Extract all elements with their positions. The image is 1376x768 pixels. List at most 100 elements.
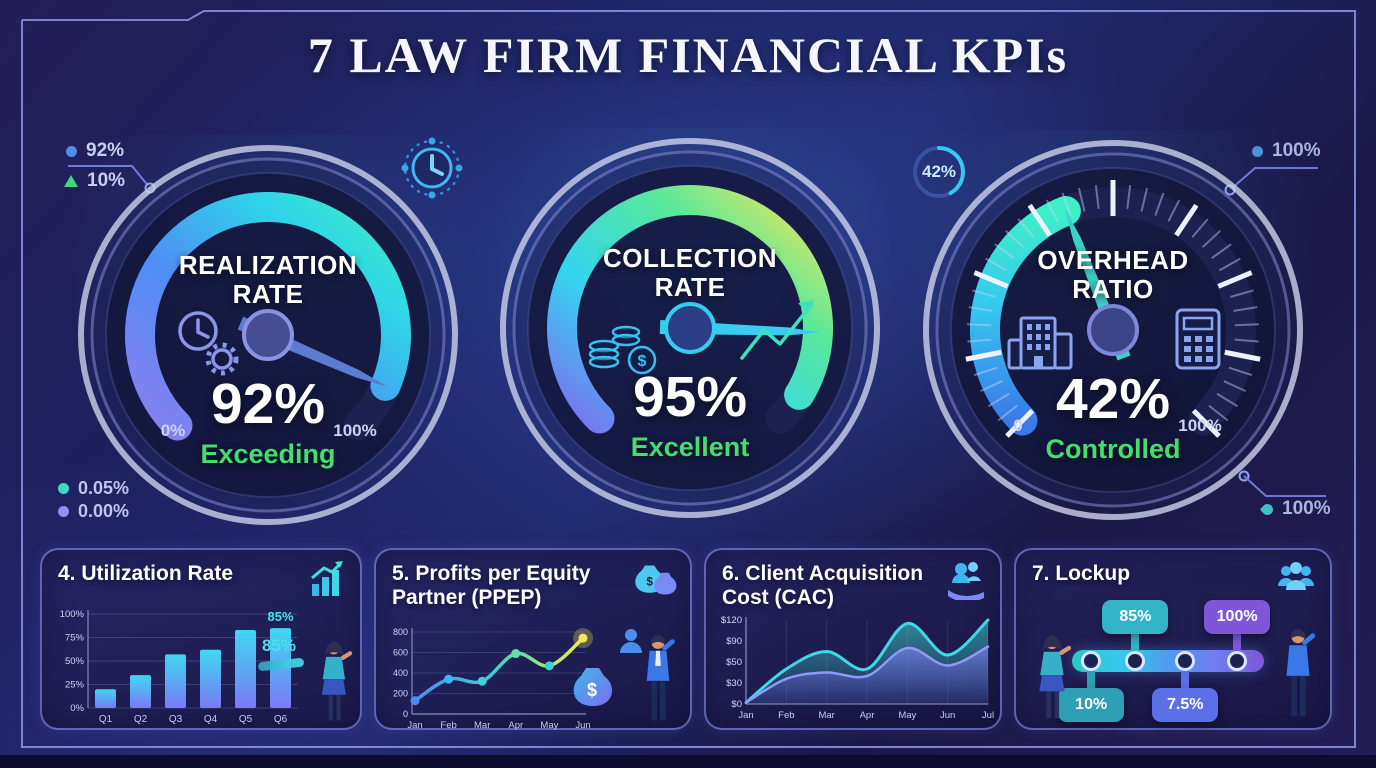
svg-text:Q1: Q1 <box>99 714 113 725</box>
gauge-scale-min: 0 <box>1013 416 1023 435</box>
milestone-stem <box>1087 668 1096 690</box>
gauge-title-line: RATE <box>232 279 304 309</box>
person-figure <box>321 641 353 721</box>
gauge-title-line: RATE <box>654 272 726 302</box>
progress-ring-icon <box>913 146 965 198</box>
gauge-overhead-ratio: OVERHEAD RATIO 42% <box>913 130 1313 530</box>
svg-text:25%: 25% <box>65 680 85 691</box>
gauge-collection-rate: COLLECTION RATE $ 95% Excellent <box>490 128 890 528</box>
ppep-line-chart: 0 200 400 600 800 Jan Feb Mar Apr May Jun <box>393 627 593 731</box>
svg-text:$120: $120 <box>721 615 742 626</box>
timeline-bar <box>1072 650 1264 672</box>
milestone-stem <box>1181 668 1190 690</box>
gauge-value-arc <box>547 185 833 434</box>
svg-text:$: $ <box>646 574 653 588</box>
gauge-status: Exceeding <box>200 439 336 469</box>
svg-text:Jan: Jan <box>738 710 753 721</box>
panel-ppep: 5. Profits per Equity Partner (PPEP) $ 0… <box>374 548 692 731</box>
building-icon <box>1007 316 1073 370</box>
callout-label: 0.05% <box>78 478 129 499</box>
svg-text:Jul: Jul <box>982 710 994 721</box>
callout-rate-zero: 0.00% <box>58 501 129 522</box>
clients-hand-icon <box>948 562 984 600</box>
clock-badge-icon <box>398 128 466 208</box>
milestone-node <box>1125 651 1146 671</box>
panel-cac: 6. Client Acquisition Cost (CAC) $0 $30 $5… <box>704 548 1002 730</box>
svg-text:Q4: Q4 <box>204 714 218 725</box>
calculator-icon <box>1175 308 1221 370</box>
svg-text:$: $ <box>587 680 597 700</box>
gauge-title-line: REALIZATION <box>178 250 358 280</box>
data-point <box>477 676 487 686</box>
panel-lockup: 7. Lockup 10% 85% 7.5% 100% <box>1014 548 1332 730</box>
svg-text:0%: 0% <box>70 703 84 714</box>
gauge-scale-max: 100% <box>1178 416 1222 435</box>
money-bag-icon: $ <box>635 565 677 595</box>
gauge-title: OVERHEAD RATIO <box>943 246 1283 304</box>
gauge-title-line: OVERHEAD <box>1037 245 1189 275</box>
clock-gear-icon <box>178 311 239 376</box>
gauge-realization-rate: REALIZATION RATE 92% Exceeding 0% 100% <box>68 135 468 535</box>
svg-text:$50: $50 <box>726 657 742 668</box>
milestone-badge: 85% <box>1102 600 1169 634</box>
svg-text:400: 400 <box>393 668 408 678</box>
gauge-value: 92% <box>210 372 326 436</box>
callout-rate-low: 0.05% <box>58 478 129 499</box>
panel-title: 6. Client Acquisition Cost (CAC) <box>722 562 924 609</box>
growth-arrow-icon <box>740 300 814 360</box>
person-figure <box>646 634 675 721</box>
cac-area-chart: $0 $30 $50 $90 $120 Jan Feb Mar Apr May Jun Jul <box>721 615 994 721</box>
svg-text:$0: $0 <box>731 699 742 710</box>
svg-text:May: May <box>898 710 916 721</box>
gauge-title-line: COLLECTION <box>603 243 777 273</box>
person-figure <box>1039 635 1072 719</box>
gauge-value-arc <box>970 195 1081 436</box>
milestone-node <box>1081 651 1102 671</box>
gauge-status: Controlled <box>1045 434 1181 464</box>
gauge-value: 95% <box>632 365 748 429</box>
svg-text:Q6: Q6 <box>274 714 288 725</box>
cac-lower-line <box>744 645 990 704</box>
panel-title: 5. Profits per Equity Partner (PPEP) <box>392 562 591 609</box>
team-icon <box>1278 562 1314 590</box>
svg-text:85%: 85% <box>267 609 293 624</box>
kpi-panels: 4. Utilization Rate 0% 25% 50% 75% 100% Q1 Q2 Q… <box>40 548 1332 731</box>
svg-text:Jun: Jun <box>940 710 955 721</box>
needle-hub <box>664 302 716 354</box>
svg-text:100%: 100% <box>60 609 85 620</box>
mini-ring-badge: 42% <box>906 140 972 204</box>
svg-text:0: 0 <box>403 709 408 719</box>
bar <box>200 649 221 708</box>
gauge-dial <box>500 138 880 518</box>
callout-top-right: 100% <box>1252 140 1321 162</box>
svg-text:Apr: Apr <box>860 710 875 721</box>
panel-title: 4. Utilization Rate <box>58 562 234 585</box>
dot-marker-icon <box>66 145 77 157</box>
bar-chart-icon <box>311 561 343 596</box>
milestone-stem <box>1233 634 1242 654</box>
gauge-status: Excellent <box>630 432 750 462</box>
panel-title: 7. Lockup <box>1032 562 1131 585</box>
panel-utilization-rate: 4. Utilization Rate 0% 25% 50% 75% 100% Q1 Q2 Q… <box>40 548 362 730</box>
dot-marker-icon <box>58 483 69 494</box>
svg-text:Jan: Jan <box>407 720 422 731</box>
bar <box>165 654 186 708</box>
gauge-value-arc <box>125 192 411 441</box>
person-bust-icon <box>620 629 642 653</box>
dot-marker-icon <box>58 506 69 517</box>
svg-text:$90: $90 <box>726 636 742 647</box>
gauge-title: REALIZATION RATE <box>98 251 438 309</box>
lockup-timeline: 10% 85% 7.5% 100% <box>1058 550 1271 732</box>
ring-badge-label: 42% <box>906 140 972 204</box>
svg-text:Mar: Mar <box>818 710 834 721</box>
utilization-bar-chart: 0% 25% 50% 75% 100% Q1 Q2 Q3 Q4 Q5 Q6 85% <box>60 609 298 725</box>
gauge-title-line: RATIO <box>1072 274 1154 304</box>
bar <box>130 675 151 708</box>
svg-text:Apr: Apr <box>508 720 523 731</box>
milestone-badge: 100% <box>1204 600 1271 634</box>
svg-text:75%: 75% <box>65 633 85 644</box>
milestone-badge: 7.5% <box>1152 688 1219 722</box>
bar <box>95 689 116 708</box>
bar <box>235 629 256 708</box>
